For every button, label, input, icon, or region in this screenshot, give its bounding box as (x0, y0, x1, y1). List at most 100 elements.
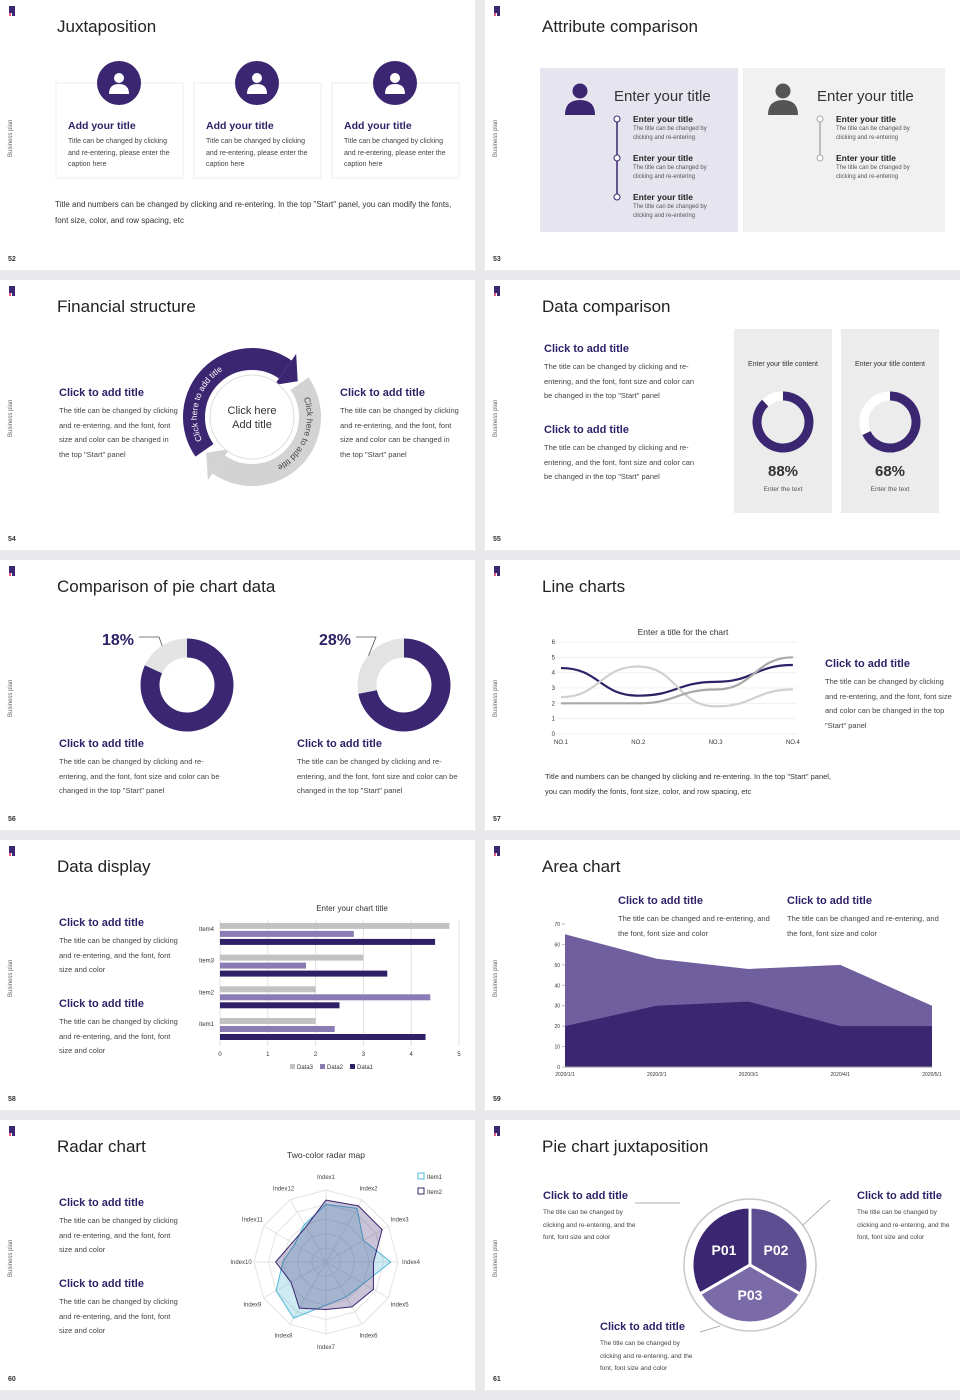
side-label: Business plan (493, 119, 499, 157)
slide-title: Pie chart juxtaposition (542, 1137, 709, 1156)
slide-title: Area chart (542, 857, 621, 876)
pie-label: 18% (102, 632, 134, 649)
slide-graphics: 18% 28% (9, 566, 451, 732)
logo (9, 6, 15, 16)
block-text: The title can be changed by clicking and… (297, 757, 458, 795)
y-tick-label: 3 (552, 686, 556, 692)
bar (220, 930, 354, 937)
side-label: Business plan (493, 959, 499, 997)
slide-graphics: Enter your title content 88% Enter the tex… (494, 286, 939, 513)
timeline-dot (816, 115, 824, 123)
x-tick-label: 4 (410, 1052, 414, 1058)
leader-line (356, 636, 377, 656)
item-text: The title can be changed by clicking and… (633, 126, 707, 141)
block-text: The title can be changed and re-entering… (787, 914, 939, 938)
donut-label: 68% (875, 463, 905, 480)
bar (220, 986, 316, 993)
slide-graphics: Enter your chart title 0 1 2 3 4 5 Item1 Item2 It… (9, 846, 461, 1071)
page-number: 61 (493, 1376, 501, 1383)
axis-label: Index12 (273, 1186, 295, 1192)
center-text: Click here (228, 405, 277, 417)
logo (9, 286, 15, 296)
block-title: Click to add title (543, 1190, 628, 1202)
block-text: The title can be changed by clicking and… (59, 1017, 178, 1055)
bar (220, 994, 431, 1001)
block-title: Click to add title (544, 424, 629, 436)
slide: Click here Add title Click here to add tit… (0, 280, 475, 550)
x-tick-label: NO.2 (631, 740, 646, 746)
x-tick-label: 5 (457, 1052, 461, 1058)
legend-label: Item2 (427, 1190, 443, 1196)
block-text: The title can be changed by clicking and… (59, 936, 178, 974)
block-title: Click to add title (59, 998, 144, 1010)
slide: 0 10 20 30 40 50 60 70 2020/1/1 2020/2/1 2020/3/1 2… (485, 840, 960, 1110)
bar (220, 970, 388, 977)
connector (802, 1199, 831, 1226)
footer-text: Title and numbers can be changed by clic… (55, 200, 452, 225)
slide-graphics: 0 10 20 30 40 50 60 70 2020/1/1 2020/2/1 2020/3/1 2… (494, 846, 942, 1078)
x-tick-label: 2020/1/1 (555, 1072, 575, 1078)
spoke (325, 1225, 389, 1263)
block-text: The title can be changed by clicking and… (59, 1297, 178, 1335)
panel-title: Enter your title (614, 88, 711, 105)
axis-label: Index10 (230, 1260, 252, 1266)
y-tick-label: 20 (554, 1024, 560, 1030)
card-title: Add your title (344, 120, 412, 132)
card-text: Title can be changed by clicking and re-… (344, 138, 446, 168)
pie-segment (697, 1263, 803, 1325)
logo-accent (494, 853, 496, 856)
donut-value (357, 638, 405, 694)
logo-accent (9, 853, 11, 856)
page-number: 56 (8, 816, 16, 823)
x-tick-label: 2020/5/1 (922, 1072, 942, 1078)
center-text: Add title (232, 419, 272, 431)
stat-card (841, 329, 939, 513)
block-text: The title can be changed by clicking and… (544, 443, 695, 481)
card-text: Title can be changed by clicking and re-… (68, 138, 170, 168)
person-head (252, 73, 262, 83)
logo-accent (494, 573, 496, 576)
x-tick-label: NO.1 (554, 740, 569, 746)
logo (494, 566, 500, 576)
y-tick-label: Item1 (199, 1022, 215, 1028)
legend-label: Item1 (427, 1175, 443, 1181)
page-number: 58 (8, 1096, 16, 1103)
axis-label: Index2 (359, 1186, 378, 1192)
footer-text: Title and numbers can be changed by clic… (545, 772, 832, 796)
spoke (325, 1199, 363, 1263)
slide-title: Juxtaposition (57, 17, 157, 36)
block-title: Click to add title (59, 387, 144, 399)
y-tick-label: 2 (552, 701, 556, 707)
y-tick-label: 30 (554, 1004, 560, 1010)
person-body (247, 84, 267, 94)
card-title: Add your title (68, 120, 136, 132)
donut-value (752, 391, 814, 453)
y-tick-label: 10 (554, 1045, 560, 1051)
side-label: Business plan (8, 959, 14, 997)
axis-label: Index1 (317, 1175, 336, 1181)
card-caption: Enter the text (871, 486, 910, 493)
radar-series (275, 1203, 392, 1319)
panel (540, 68, 738, 232)
x-tick-label: 3 (362, 1052, 366, 1058)
block-text: The title can be changed by clicking and… (59, 757, 220, 795)
x-tick-label: 1 (266, 1052, 270, 1058)
block-title: Click to add title (825, 658, 910, 670)
arrow-head (206, 448, 230, 481)
slide-title: Radar chart (57, 1137, 146, 1156)
timeline-dot (816, 154, 824, 162)
block-title: Click to add title (59, 917, 144, 929)
item-title: Enter your title (633, 114, 693, 124)
slide-graphics: P01 P02 P03 (494, 1126, 831, 1333)
block-text: The title can be changed and re-entering… (618, 914, 770, 938)
person-head (114, 73, 124, 83)
axis-label: Index4 (402, 1260, 421, 1266)
logo (494, 1126, 500, 1136)
block-title: Click to add title (297, 738, 382, 750)
y-tick-label: 0 (557, 1065, 560, 1071)
person-body (109, 84, 129, 94)
bar (220, 938, 436, 945)
logo-accent (9, 1133, 11, 1136)
segment-label: P01 (712, 1242, 737, 1258)
